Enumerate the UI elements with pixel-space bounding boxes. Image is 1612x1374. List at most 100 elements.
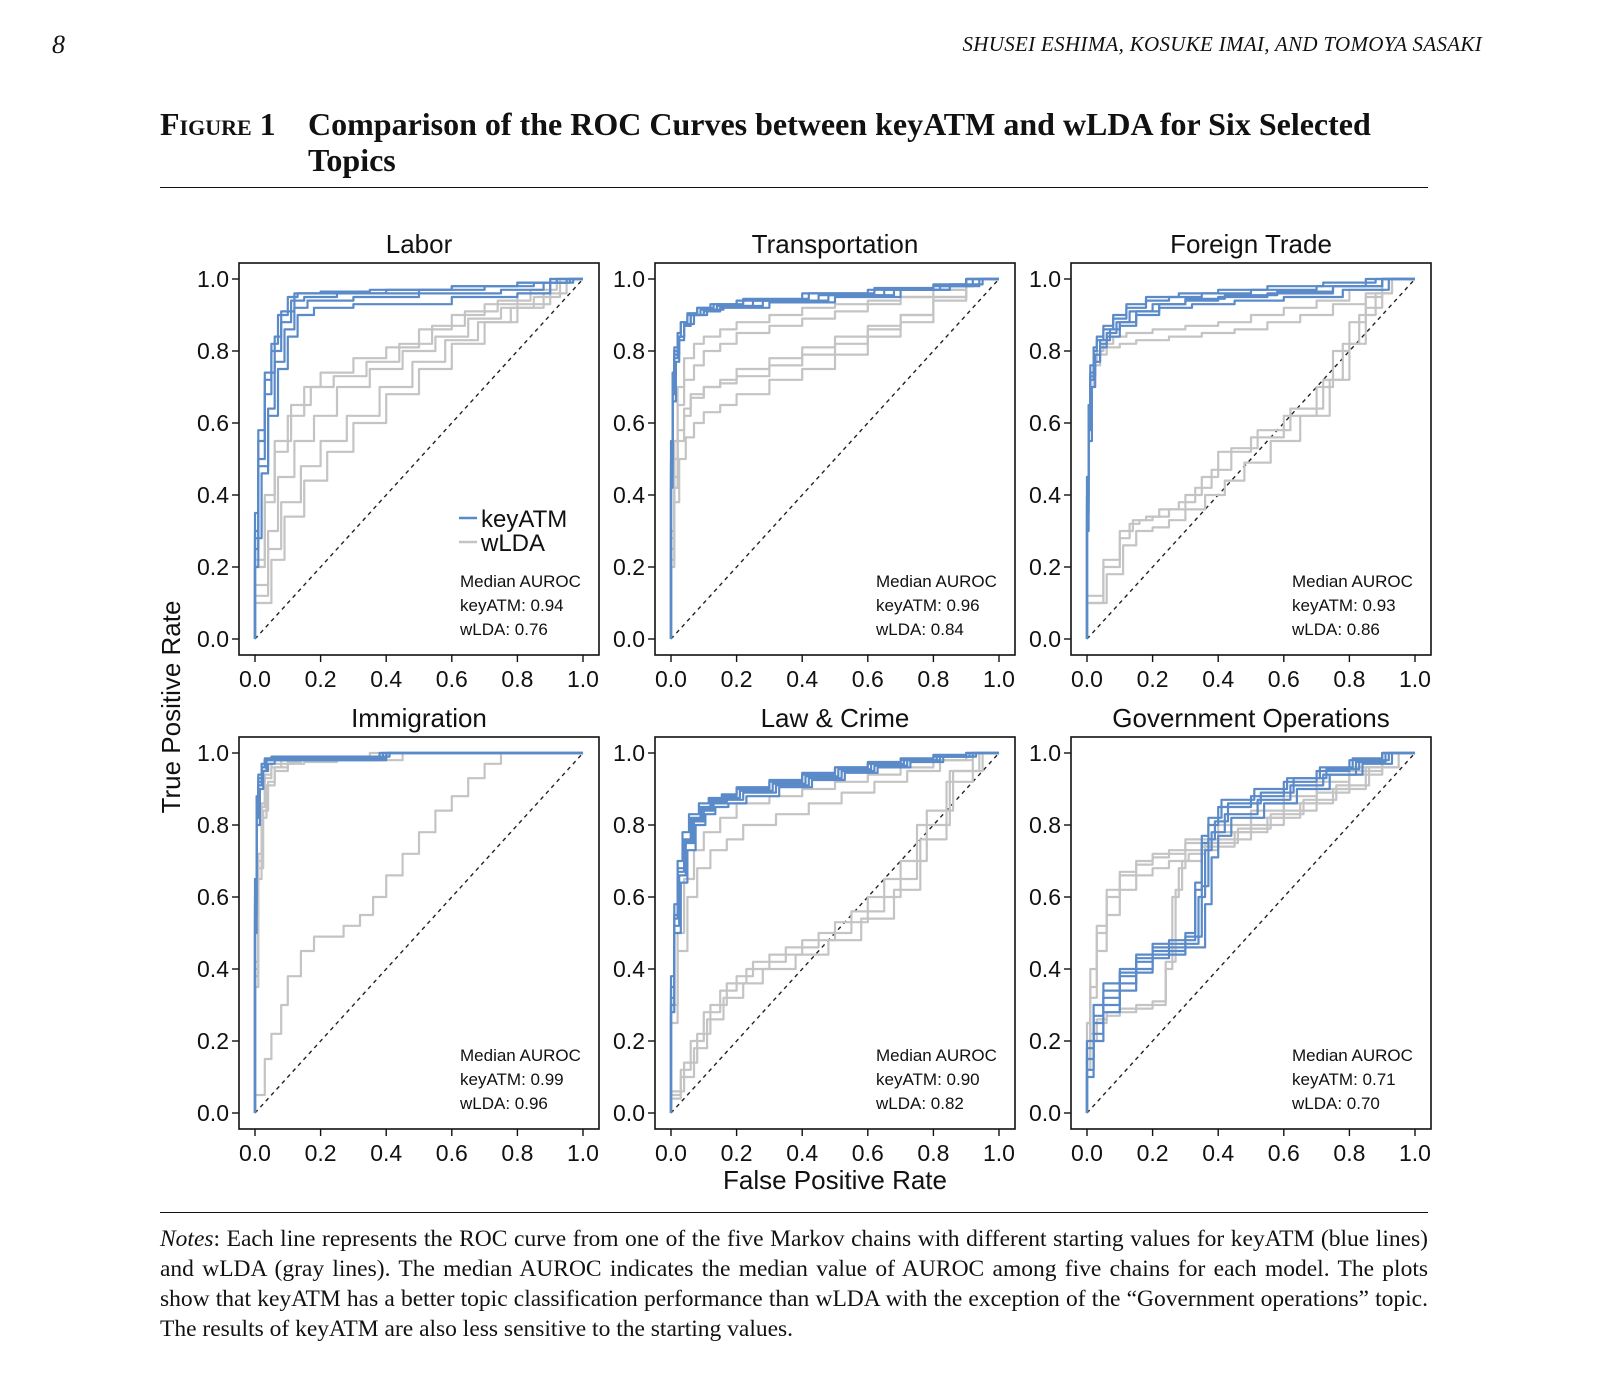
- keyatm-roc-curve: [1085, 751, 1415, 1113]
- x-tick-label: 0.6: [1268, 666, 1300, 692]
- y-tick-label: 1.0: [1029, 740, 1061, 766]
- x-tick-label: 0.8: [501, 1140, 533, 1166]
- y-tick-label: 0.4: [197, 956, 229, 982]
- notes-label: Notes: [160, 1226, 214, 1252]
- keyatm-roc-curve: [669, 277, 999, 639]
- x-tick-label: 0.6: [852, 666, 884, 692]
- panel-title: Labor: [386, 229, 453, 259]
- auroc-wlda: wLDA: 0.76: [459, 620, 548, 639]
- y-tick-label: 0.4: [613, 482, 645, 508]
- y-tick-label: 1.0: [197, 266, 229, 292]
- panel-frame: [238, 262, 600, 656]
- reference-diagonal: [670, 278, 1000, 640]
- panel-labor: Labor 0.0 0.0 0.2 0.2 0.4 0.4 0.6 0.6 0.8 0.8 1.0 1.…: [197, 229, 600, 692]
- y-tick-label: 0.8: [1029, 812, 1061, 838]
- reference-diagonal: [1086, 752, 1416, 1114]
- auroc-keyatm: keyATM: 0.94: [460, 596, 564, 615]
- x-tick-label: 0.4: [370, 666, 402, 692]
- wlda-roc-curve: [669, 751, 999, 1113]
- keyatm-roc-curve: [1085, 751, 1415, 1113]
- panel-title: Immigration: [351, 703, 487, 733]
- x-tick-label: 0.8: [1333, 1140, 1365, 1166]
- x-tick-label: 0.2: [721, 666, 753, 692]
- panel-frame: [1070, 262, 1432, 656]
- keyatm-roc-curve: [669, 751, 999, 1113]
- keyatm-roc-curve: [253, 277, 583, 639]
- x-tick-label: 0.2: [1137, 1140, 1169, 1166]
- auroc-keyatm: keyATM: 0.99: [460, 1070, 564, 1089]
- x-tick-label: 0.8: [1333, 666, 1365, 692]
- y-tick-label: 1.0: [613, 266, 645, 292]
- panel-title: Foreign Trade: [1170, 229, 1332, 259]
- x-tick-label: 0.4: [786, 666, 818, 692]
- x-tick-label: 0.4: [1202, 1140, 1234, 1166]
- keyatm-roc-curve: [1085, 277, 1415, 639]
- keyatm-roc-curve: [253, 277, 583, 639]
- y-tick-label: 0.4: [1029, 956, 1061, 982]
- x-tick-label: 0.2: [721, 1140, 753, 1166]
- x-tick-label: 0.6: [436, 1140, 468, 1166]
- y-tick-label: 0.4: [613, 956, 645, 982]
- y-tick-label: 0.8: [197, 812, 229, 838]
- wlda-roc-curve: [669, 277, 999, 639]
- x-tick-label: 0.0: [239, 666, 271, 692]
- y-tick-label: 0.2: [197, 1028, 229, 1054]
- legend-label-wlda: wLDA: [480, 530, 545, 557]
- x-tick-label: 0.0: [1071, 1140, 1103, 1166]
- auroc-wlda: wLDA: 0.82: [875, 1094, 964, 1113]
- panel-frame: [654, 262, 1016, 656]
- x-tick-label: 0.4: [1202, 666, 1234, 692]
- y-tick-label: 0.8: [1029, 338, 1061, 364]
- x-axis-label: False Positive Rate: [723, 1165, 947, 1195]
- keyatm-roc-curve: [669, 751, 999, 1113]
- y-tick-label: 0.0: [1029, 1100, 1061, 1126]
- y-tick-label: 0.2: [1029, 1028, 1061, 1054]
- x-tick-label: 0.4: [786, 1140, 818, 1166]
- y-tick-label: 0.2: [613, 1028, 645, 1054]
- keyatm-roc-curve: [1085, 751, 1415, 1113]
- keyatm-roc-curve: [1085, 277, 1415, 639]
- x-tick-label: 0.8: [501, 666, 533, 692]
- keyatm-roc-curve: [669, 751, 999, 1113]
- y-axis-label: True Positive Rate: [156, 601, 186, 814]
- y-tick-label: 0.2: [1029, 554, 1061, 580]
- auroc-wlda: wLDA: 0.70: [1291, 1094, 1380, 1113]
- figure-title: Comparison of the ROC Curves between key…: [308, 106, 1371, 178]
- x-tick-label: 1.0: [1399, 1140, 1431, 1166]
- figure-label: Figure 1: [160, 106, 276, 142]
- x-tick-label: 0.0: [655, 666, 687, 692]
- wlda-roc-curve: [1085, 751, 1415, 1113]
- auroc-title: Median AUROC: [460, 572, 581, 591]
- wlda-roc-curve: [669, 751, 999, 1113]
- wlda-roc-curve: [669, 751, 999, 1113]
- auroc-title: Median AUROC: [876, 1046, 997, 1065]
- wlda-roc-curve: [253, 277, 583, 639]
- y-tick-label: 1.0: [197, 740, 229, 766]
- legend-label-keyatm: keyATM: [481, 506, 567, 533]
- y-tick-label: 0.6: [197, 884, 229, 910]
- panel-government-operations: Government Operations 0.0 0.0 0.2 0.2 0.4 0.4 0…: [1029, 703, 1432, 1166]
- x-tick-label: 0.4: [370, 1140, 402, 1166]
- y-tick-label: 0.0: [1029, 626, 1061, 652]
- x-tick-label: 0.6: [852, 1140, 884, 1166]
- x-tick-label: 0.6: [1268, 1140, 1300, 1166]
- wlda-roc-curve: [253, 277, 583, 639]
- y-tick-label: 0.0: [613, 626, 645, 652]
- auroc-title: Median AUROC: [1292, 1046, 1413, 1065]
- roc-figure: Labor 0.0 0.0 0.2 0.2 0.4 0.4 0.6 0.6 0.8 0.8 1.0 1.…: [156, 229, 1432, 1195]
- wlda-roc-curve: [669, 751, 999, 1113]
- reference-diagonal: [1086, 278, 1416, 640]
- x-tick-label: 1.0: [983, 1140, 1015, 1166]
- auroc-title: Median AUROC: [460, 1046, 581, 1065]
- x-tick-label: 0.2: [305, 666, 337, 692]
- x-tick-label: 0.8: [917, 666, 949, 692]
- y-tick-label: 0.0: [197, 1100, 229, 1126]
- reference-diagonal: [254, 278, 584, 640]
- wlda-roc-curve: [253, 751, 583, 1113]
- page-number: 8: [52, 30, 65, 59]
- x-tick-label: 1.0: [1399, 666, 1431, 692]
- x-tick-label: 0.0: [655, 1140, 687, 1166]
- y-tick-label: 0.8: [197, 338, 229, 364]
- y-tick-label: 0.8: [613, 812, 645, 838]
- panel-title: Transportation: [752, 229, 919, 259]
